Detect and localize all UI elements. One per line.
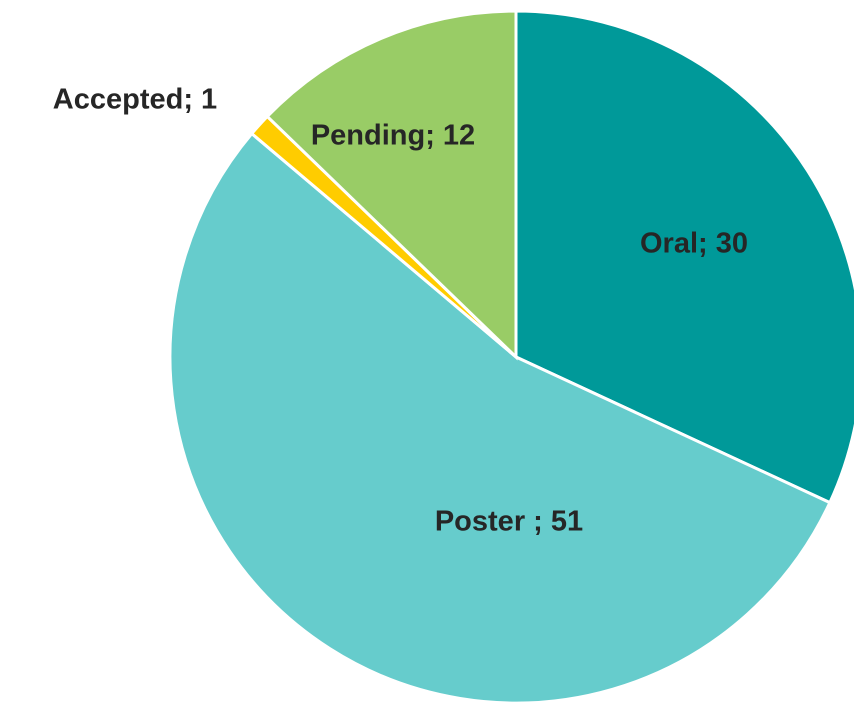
pie-slice <box>168 131 832 702</box>
pie-slice <box>514 9 854 505</box>
data-label: Oral; 30 <box>640 228 748 260</box>
data-label: Poster ; 51 <box>435 506 583 538</box>
data-label: Pending; 12 <box>311 120 475 152</box>
pie-slice <box>265 9 518 361</box>
data-label: Accepted; 1 <box>53 84 217 116</box>
